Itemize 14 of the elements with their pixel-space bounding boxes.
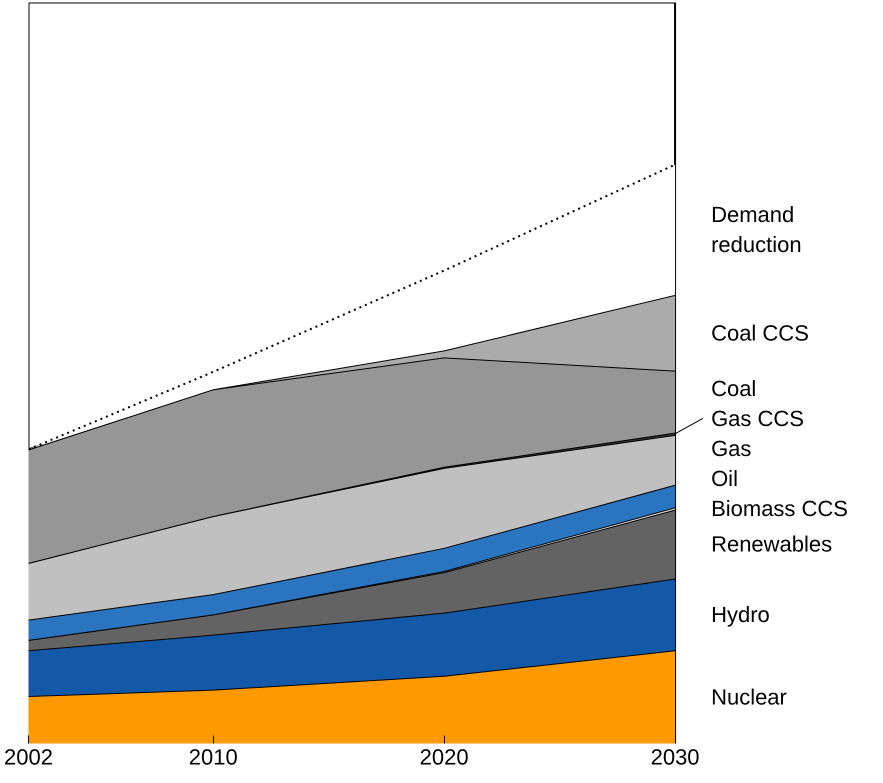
series-label: Coal [711,376,756,401]
series-label: Renewables [711,532,832,557]
series-label: Gas [711,436,752,461]
series-label: Gas CCS [711,406,804,431]
series-label: Oil [711,466,738,491]
series-label: Biomass CCS [711,496,848,521]
series-label: Coal CCS [711,320,809,346]
x-tick-label: 2030 [650,744,700,770]
series-label: Demand reduction [711,202,802,258]
series-label: Nuclear [711,684,787,710]
x-tick-label: 2010 [188,744,238,770]
x-tick-label: 2002 [4,744,53,770]
x-tick-label: 2020 [420,744,469,770]
series-label: Hydro [711,602,770,627]
